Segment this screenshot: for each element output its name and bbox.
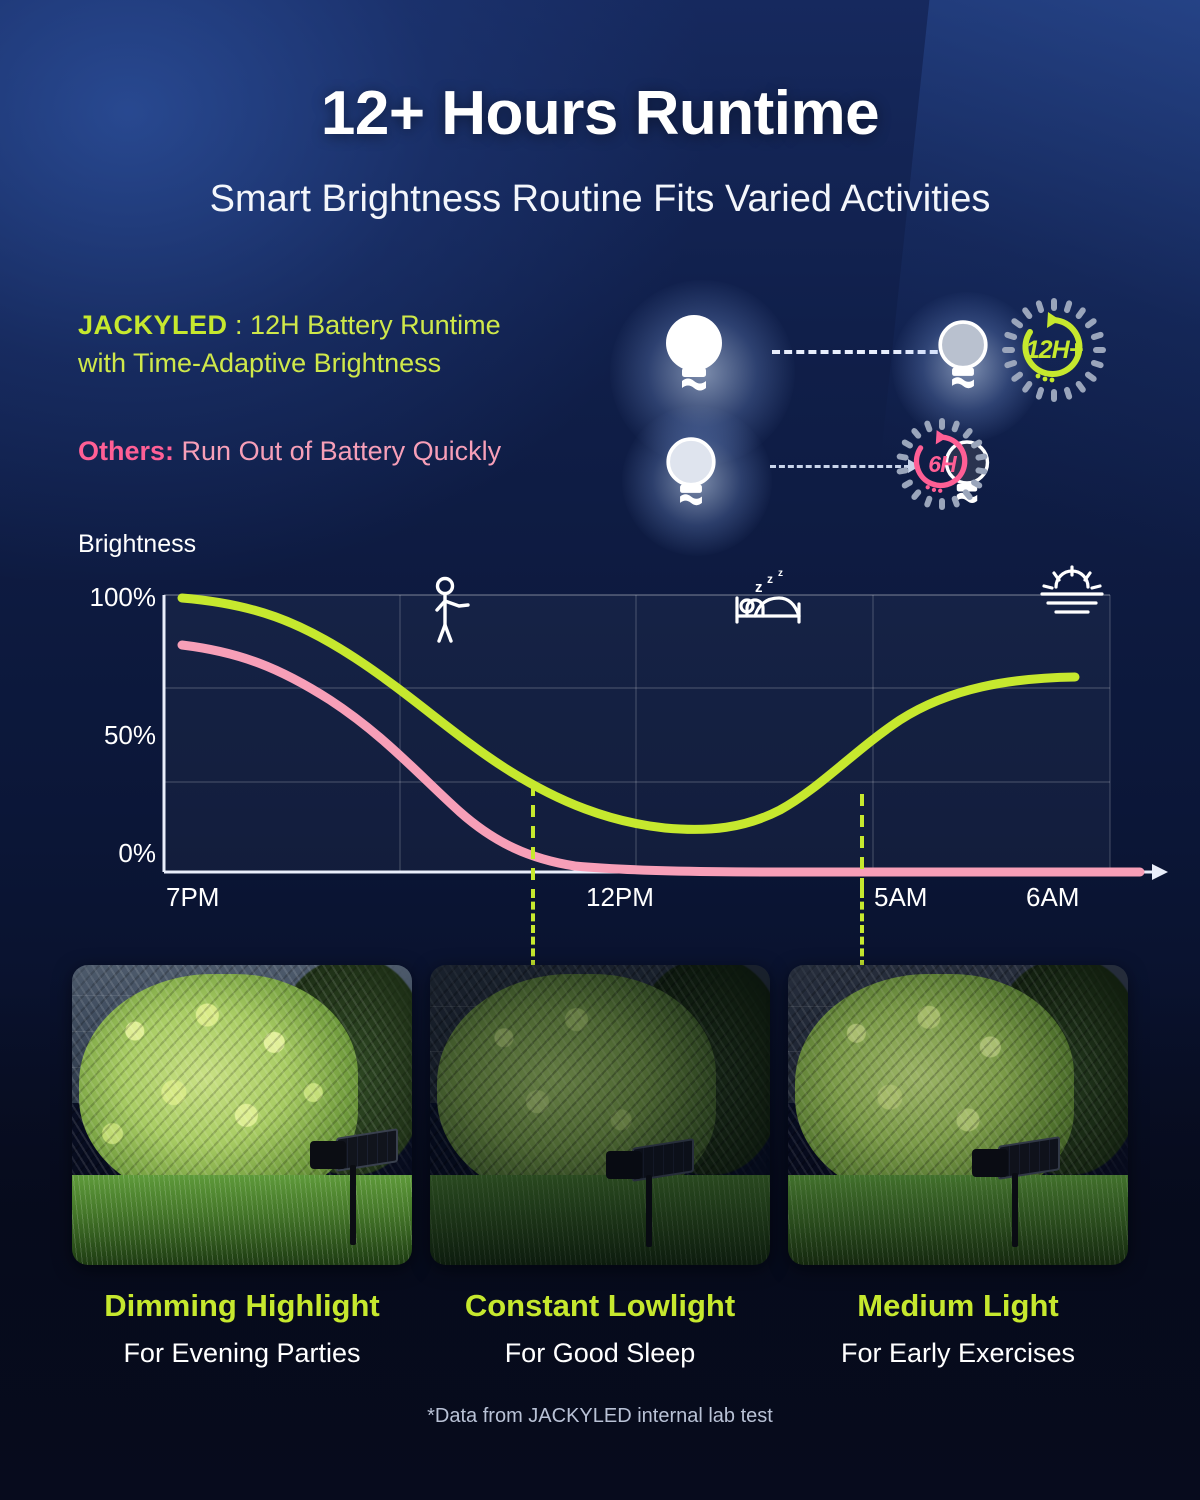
series-line-jackyled: [177, 593, 1080, 834]
others-label: Others:: [78, 436, 175, 466]
card-title-2: Constant Lowlight: [464, 1288, 736, 1323]
badge-12h: 12H+: [998, 294, 1110, 406]
legend-jackyled: JACKYLED : 12H Battery Runtime with Time…: [78, 306, 638, 383]
badge-6h: 6H: [892, 414, 992, 514]
bulb-bright-icon: [660, 310, 728, 401]
x-axis-arrow: [1152, 864, 1168, 880]
card-title-1: Dimming Highlight: [104, 1288, 380, 1323]
photo-grass: [430, 1175, 770, 1265]
xtick-12pm: 12PM: [586, 882, 654, 912]
badge-12h-label: 12H+: [1025, 335, 1083, 364]
brightness-chart: 100% 50% 0%: [0, 560, 1200, 920]
badge-12h-ticks: [998, 294, 1110, 406]
scene-cards: [0, 965, 1200, 1275]
xtick-6am: 6AM: [1026, 882, 1080, 912]
series-line-others: [177, 640, 1145, 877]
photo-garden-medium: [788, 965, 1128, 1265]
arrow-line-jackyled: [772, 350, 962, 354]
card-subtitle-2: For Good Sleep: [504, 1338, 696, 1368]
ytick-100: 100%: [89, 582, 157, 612]
photo-dim-overlay: [788, 965, 1128, 1265]
standing-person-icon: [435, 576, 470, 643]
plot-area: [164, 595, 1110, 872]
chart-svg: z z z: [162, 565, 1168, 890]
legend-block: JACKYLED : 12H Battery Runtime with Time…: [78, 306, 638, 466]
card-subtitle-1: For Evening Parties: [123, 1338, 361, 1368]
page-subtitle: Smart Brightness Routine Fits Varied Act…: [209, 178, 991, 220]
footnote: *Data from JACKYLED internal lab test: [427, 1405, 773, 1427]
svg-text:z: z: [755, 579, 763, 596]
divider-12pm-extension: [531, 890, 535, 968]
photo-garden-bright: [72, 965, 412, 1265]
photo-dim-overlay: [430, 965, 770, 1265]
card-constant-lowlight[interactable]: [430, 965, 770, 1265]
card-medium-light[interactable]: [788, 965, 1128, 1265]
legend-jackyled-line2: with Time-Adaptive Brightness: [78, 348, 442, 379]
badge-6h-ticks: [892, 414, 992, 514]
page-title: 12+ Hours Runtime: [320, 79, 880, 148]
ytick-0: 0%: [118, 838, 156, 868]
brand-separator: :: [227, 310, 251, 340]
bulb-comparison-diagram: 12H+: [610, 280, 1120, 556]
sleeping-bed-icon: z z z: [735, 568, 801, 624]
bulb-dim-start-icon: [660, 431, 722, 516]
photo-grass: [72, 1175, 412, 1265]
ytick-50: 50%: [103, 720, 156, 750]
card-title-3: Medium Light: [857, 1288, 1059, 1323]
chart-axis-title: Brightness: [78, 530, 197, 558]
svg-text:z: z: [767, 572, 773, 586]
brand-name: JACKYLED: [78, 310, 228, 340]
legend-others: Others: Run Out of Battery Quickly: [78, 436, 501, 467]
background-glow-left: [0, 0, 700, 580]
badge-6h-label: 6H: [928, 450, 956, 477]
legend-jackyled-line1: 12H Battery Runtime: [250, 310, 501, 340]
arrow-line-others: [770, 465, 910, 468]
photo-grass: [788, 1175, 1128, 1265]
bulb-dim-icon: [932, 314, 994, 399]
others-text: Run Out of Battery Quickly: [174, 436, 502, 466]
card-dimming-highlight[interactable]: [72, 965, 412, 1265]
xtick-5am: 5AM: [874, 882, 928, 912]
photo-garden-dim: [430, 965, 770, 1265]
card-subtitle-3: For Early Exercises: [840, 1338, 1076, 1368]
svg-text:z: z: [778, 568, 783, 579]
xtick-7pm: 7PM: [166, 882, 220, 912]
divider-5am-extension: [860, 890, 864, 968]
background-wedge-right: [870, 0, 1200, 560]
sunrise-icon: [1040, 565, 1104, 614]
